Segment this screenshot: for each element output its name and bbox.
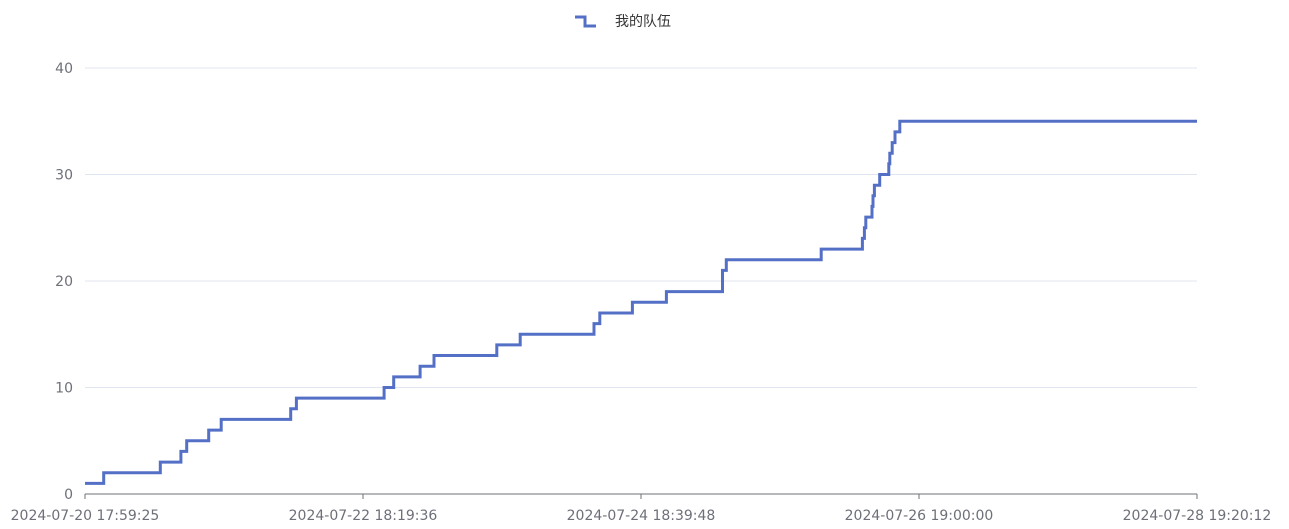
series-layer	[85, 119, 1197, 485]
series-step-line[interactable]	[85, 119, 1197, 485]
y-tick-label: 0	[64, 487, 73, 503]
y-tick-label: 10	[55, 381, 73, 397]
y-tick-label: 20	[55, 274, 73, 290]
axes: 0 10 20 30 40 2024-07-20 17:59:25 2024-07-22 1…	[11, 61, 1272, 524]
grid-lines	[85, 67, 1197, 388]
y-tick-label: 40	[55, 61, 73, 77]
y-tick-label: 30	[55, 168, 73, 184]
legend-step-line-icon-path	[575, 15, 596, 28]
x-tick-label: 2024-07-22 18:19:36	[289, 508, 438, 524]
x-tick-label: 2024-07-26 19:00:00	[845, 508, 994, 524]
legend-step-line-icon	[575, 15, 596, 28]
legend[interactable]: 我的队伍	[575, 14, 671, 30]
x-tick-label: 2024-07-28 19:20:12	[1123, 508, 1272, 524]
x-tick-label: 2024-07-24 18:39:48	[567, 508, 716, 524]
legend-label: 我的队伍	[615, 14, 671, 30]
x-tick-label: 2024-07-20 17:59:25	[11, 508, 160, 524]
